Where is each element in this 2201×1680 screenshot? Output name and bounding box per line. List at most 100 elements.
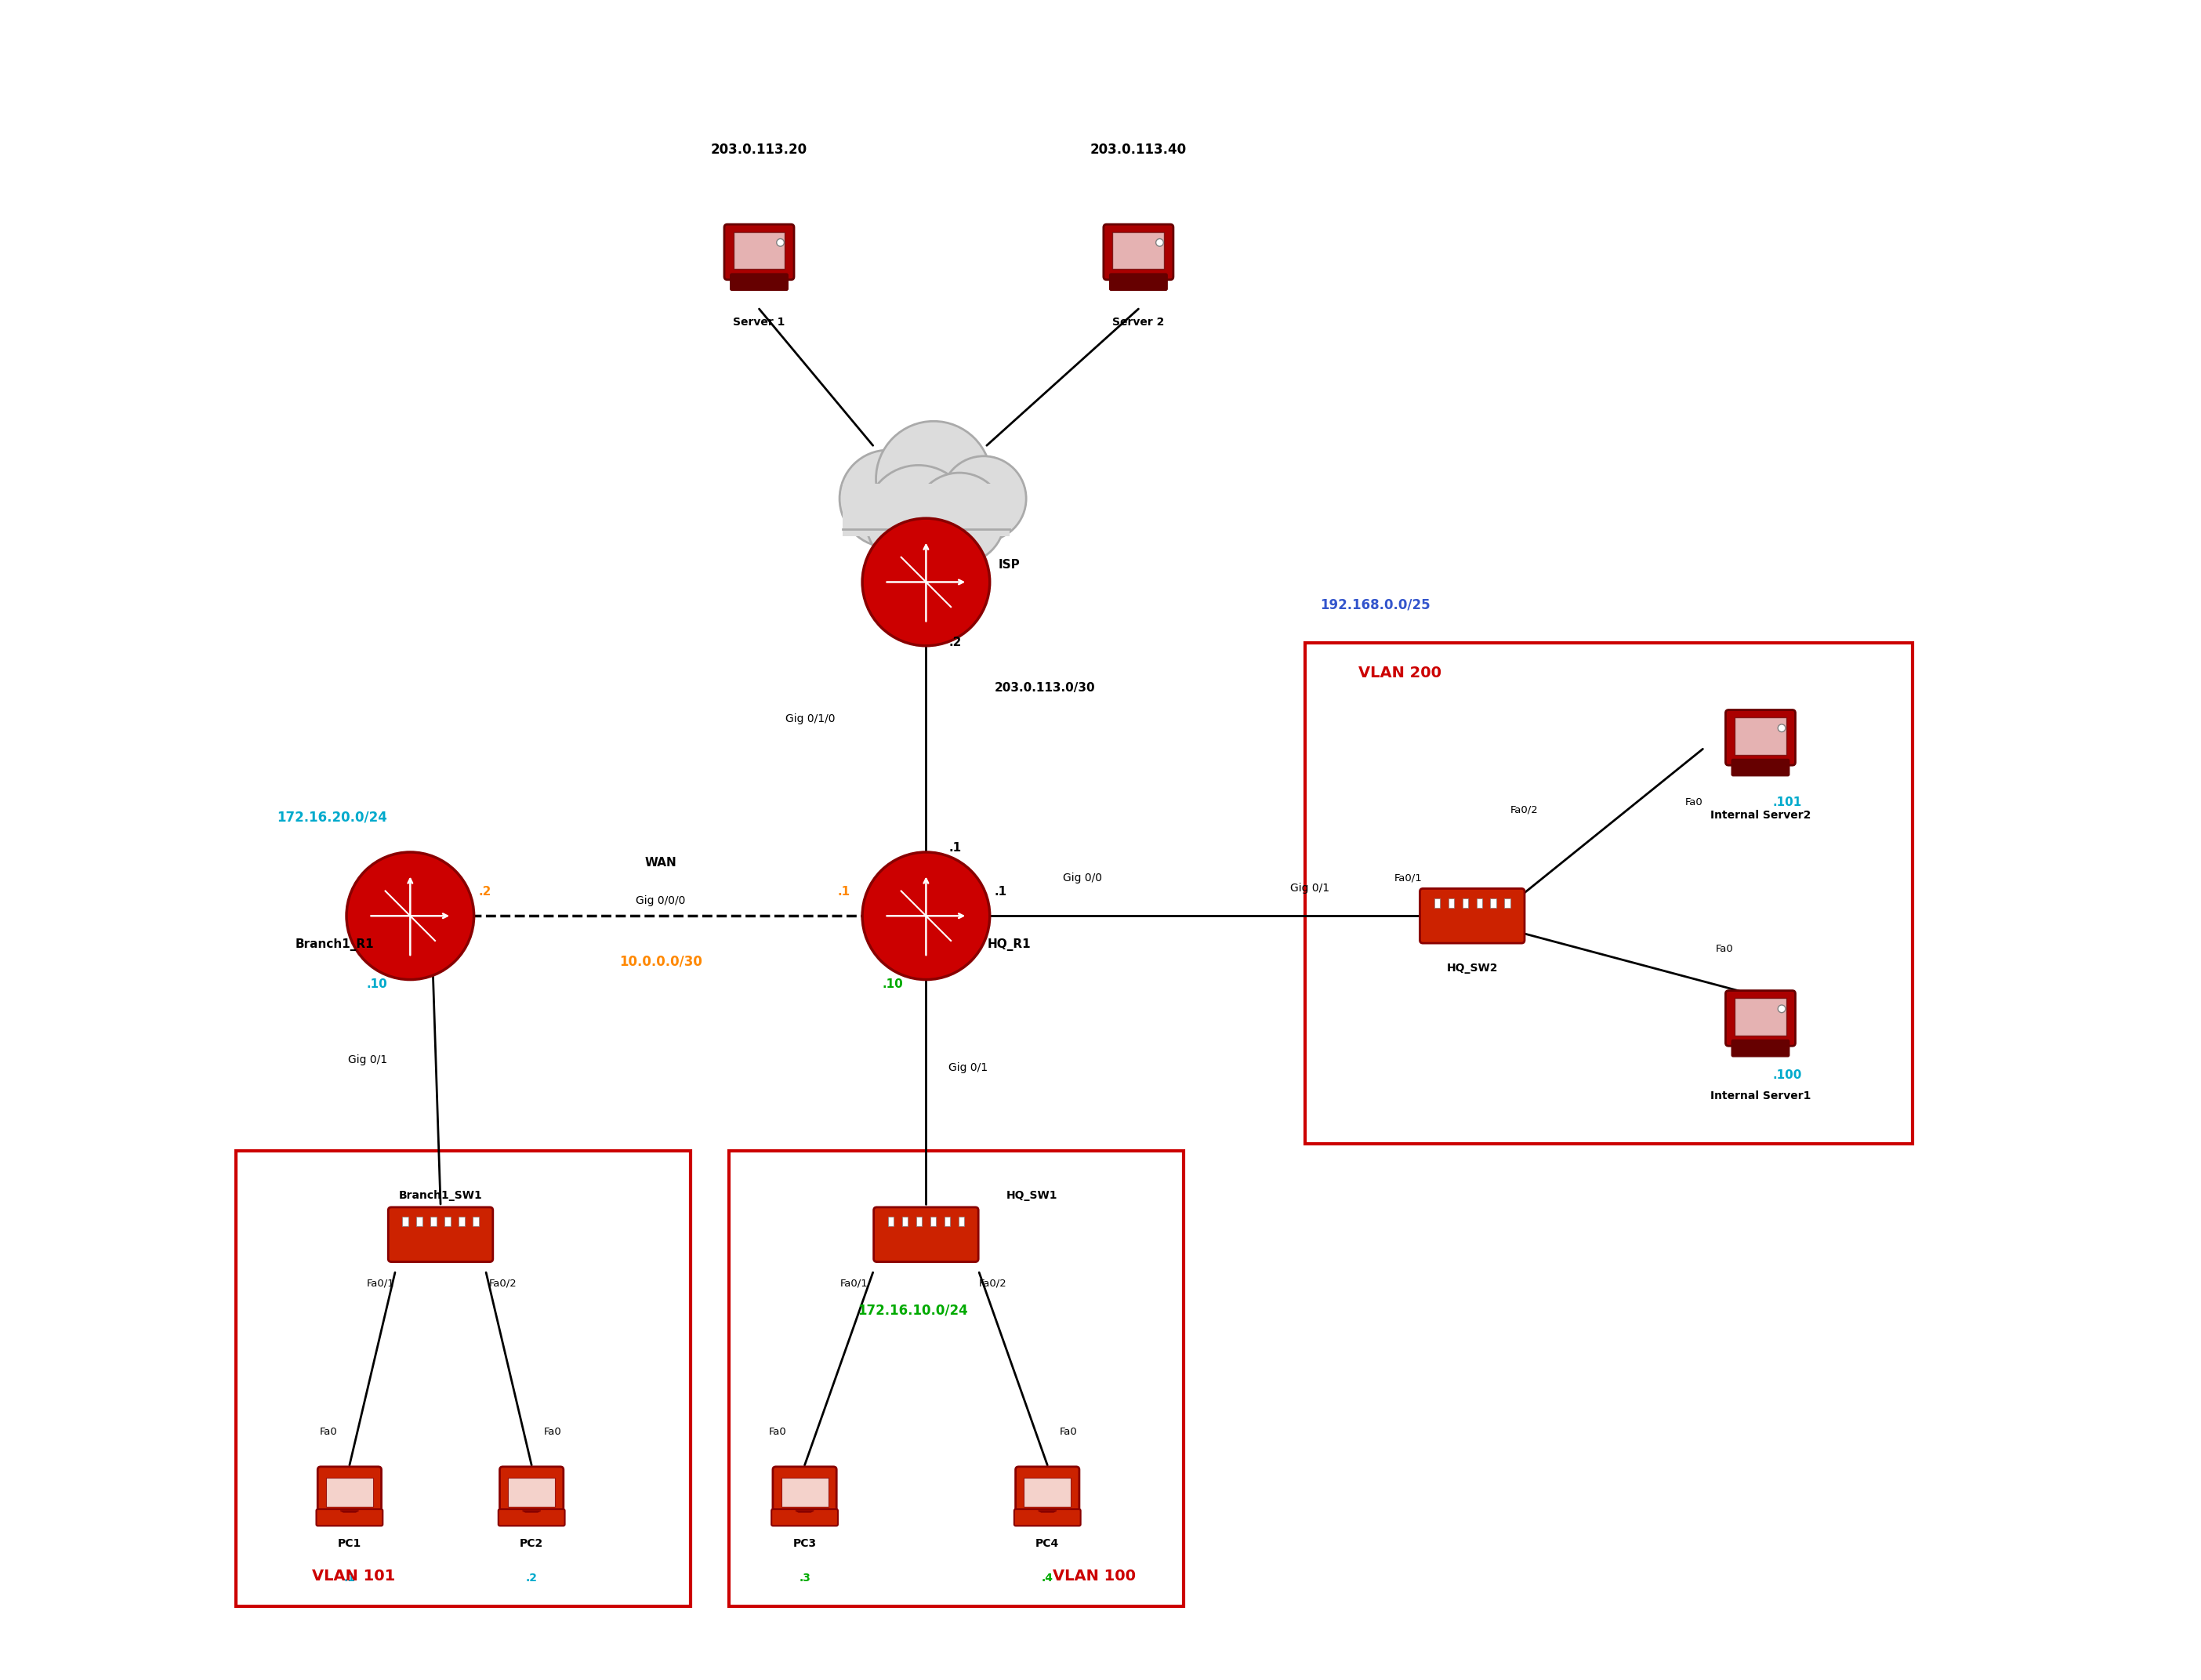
Text: Gig 0/1: Gig 0/1 bbox=[949, 1062, 988, 1074]
Text: Gig 0/0/0: Gig 0/0/0 bbox=[636, 895, 685, 906]
Text: Fa0/1: Fa0/1 bbox=[841, 1278, 869, 1289]
Text: Fa0: Fa0 bbox=[319, 1426, 337, 1436]
FancyBboxPatch shape bbox=[781, 1478, 828, 1507]
FancyBboxPatch shape bbox=[416, 1216, 423, 1226]
Circle shape bbox=[863, 519, 990, 645]
Text: HQ_SW2: HQ_SW2 bbox=[1446, 963, 1499, 973]
FancyBboxPatch shape bbox=[773, 1467, 836, 1515]
Text: Fa0: Fa0 bbox=[1686, 796, 1704, 806]
Text: Fa0: Fa0 bbox=[544, 1426, 561, 1436]
FancyBboxPatch shape bbox=[326, 1478, 372, 1507]
Text: .100: .100 bbox=[1772, 1068, 1803, 1080]
Text: Gig 0/1/0: Gig 0/1/0 bbox=[786, 712, 834, 724]
Text: Gig 0/1: Gig 0/1 bbox=[348, 1055, 387, 1065]
FancyBboxPatch shape bbox=[500, 1467, 563, 1515]
FancyBboxPatch shape bbox=[317, 1467, 381, 1515]
Circle shape bbox=[777, 239, 784, 247]
FancyBboxPatch shape bbox=[770, 1509, 839, 1525]
Text: Fa0/2: Fa0/2 bbox=[979, 1278, 1008, 1289]
Circle shape bbox=[1778, 724, 1785, 732]
Text: VLAN 200: VLAN 200 bbox=[1358, 665, 1442, 680]
FancyBboxPatch shape bbox=[957, 1216, 964, 1226]
Text: 172.16.20.0/24: 172.16.20.0/24 bbox=[277, 810, 387, 825]
FancyBboxPatch shape bbox=[944, 1216, 951, 1226]
Text: Fa0/2: Fa0/2 bbox=[489, 1278, 517, 1289]
FancyBboxPatch shape bbox=[445, 1216, 451, 1226]
FancyBboxPatch shape bbox=[1114, 232, 1164, 269]
Text: PC4: PC4 bbox=[1034, 1537, 1059, 1549]
Text: ISP: ISP bbox=[999, 559, 1021, 571]
FancyBboxPatch shape bbox=[1109, 274, 1167, 291]
Text: Internal Server1: Internal Server1 bbox=[1710, 1090, 1811, 1102]
FancyBboxPatch shape bbox=[317, 1509, 383, 1525]
Circle shape bbox=[839, 450, 938, 548]
Text: .1: .1 bbox=[949, 842, 962, 853]
Text: Gig 0/0: Gig 0/0 bbox=[1063, 872, 1103, 884]
FancyBboxPatch shape bbox=[1505, 899, 1510, 907]
FancyBboxPatch shape bbox=[387, 1208, 493, 1262]
Text: .1: .1 bbox=[839, 885, 850, 897]
Text: Fa0: Fa0 bbox=[768, 1426, 786, 1436]
Text: VLAN 100: VLAN 100 bbox=[1052, 1569, 1136, 1583]
FancyBboxPatch shape bbox=[497, 1509, 566, 1525]
Text: Gig 0/1: Gig 0/1 bbox=[1290, 884, 1329, 894]
Text: Fa0/1: Fa0/1 bbox=[368, 1278, 394, 1289]
FancyBboxPatch shape bbox=[431, 1216, 436, 1226]
Text: .2: .2 bbox=[526, 1572, 537, 1584]
FancyBboxPatch shape bbox=[1015, 1467, 1078, 1515]
Text: .3: .3 bbox=[799, 1572, 810, 1584]
Circle shape bbox=[346, 852, 473, 979]
Circle shape bbox=[1156, 239, 1164, 247]
FancyBboxPatch shape bbox=[902, 1216, 907, 1226]
FancyBboxPatch shape bbox=[1734, 998, 1787, 1035]
Text: .4: .4 bbox=[1041, 1572, 1054, 1584]
Text: Server 2: Server 2 bbox=[1112, 316, 1164, 328]
Text: .2: .2 bbox=[478, 885, 491, 897]
FancyBboxPatch shape bbox=[1726, 991, 1796, 1047]
FancyBboxPatch shape bbox=[1015, 1509, 1081, 1525]
Circle shape bbox=[863, 852, 990, 979]
Circle shape bbox=[913, 472, 1006, 564]
FancyBboxPatch shape bbox=[458, 1216, 464, 1226]
Text: WAN: WAN bbox=[645, 857, 676, 869]
FancyBboxPatch shape bbox=[1420, 889, 1525, 942]
Circle shape bbox=[865, 465, 971, 571]
Text: Server 1: Server 1 bbox=[733, 316, 786, 328]
Text: 203.0.113.0/30: 203.0.113.0/30 bbox=[995, 682, 1096, 694]
Text: Branch1_SW1: Branch1_SW1 bbox=[398, 1189, 482, 1201]
Text: 192.168.0.0/25: 192.168.0.0/25 bbox=[1321, 598, 1431, 612]
Text: 10.0.0.0/30: 10.0.0.0/30 bbox=[618, 954, 702, 968]
Circle shape bbox=[1778, 1005, 1785, 1013]
FancyBboxPatch shape bbox=[473, 1216, 478, 1226]
FancyBboxPatch shape bbox=[724, 225, 795, 279]
Text: Fa0: Fa0 bbox=[1715, 944, 1732, 954]
FancyBboxPatch shape bbox=[1435, 899, 1439, 907]
Text: VLAN 101: VLAN 101 bbox=[313, 1569, 394, 1583]
Text: Fa0: Fa0 bbox=[1059, 1426, 1076, 1436]
FancyBboxPatch shape bbox=[1103, 225, 1173, 279]
Text: .2: .2 bbox=[949, 637, 962, 648]
Text: HQ_SW1: HQ_SW1 bbox=[1006, 1189, 1059, 1201]
FancyBboxPatch shape bbox=[843, 484, 1010, 536]
FancyBboxPatch shape bbox=[1461, 899, 1468, 907]
Text: .1: .1 bbox=[995, 885, 1006, 897]
FancyBboxPatch shape bbox=[1726, 711, 1796, 766]
FancyBboxPatch shape bbox=[508, 1478, 555, 1507]
Text: .10: .10 bbox=[368, 978, 387, 990]
Text: Branch1_R1: Branch1_R1 bbox=[295, 939, 374, 951]
FancyBboxPatch shape bbox=[1732, 759, 1789, 776]
FancyBboxPatch shape bbox=[931, 1216, 935, 1226]
FancyBboxPatch shape bbox=[1448, 899, 1455, 907]
Text: .1: .1 bbox=[343, 1572, 354, 1584]
Text: Internal Server2: Internal Server2 bbox=[1710, 810, 1811, 820]
Text: PC2: PC2 bbox=[519, 1537, 544, 1549]
Circle shape bbox=[942, 455, 1026, 541]
FancyBboxPatch shape bbox=[731, 274, 788, 291]
FancyBboxPatch shape bbox=[1023, 1478, 1072, 1507]
FancyBboxPatch shape bbox=[1734, 717, 1787, 754]
Text: Fa0/1: Fa0/1 bbox=[1393, 874, 1422, 884]
FancyBboxPatch shape bbox=[1732, 1040, 1789, 1057]
Text: 203.0.113.40: 203.0.113.40 bbox=[1089, 143, 1186, 156]
FancyBboxPatch shape bbox=[874, 1208, 979, 1262]
Text: .101: .101 bbox=[1772, 796, 1803, 808]
